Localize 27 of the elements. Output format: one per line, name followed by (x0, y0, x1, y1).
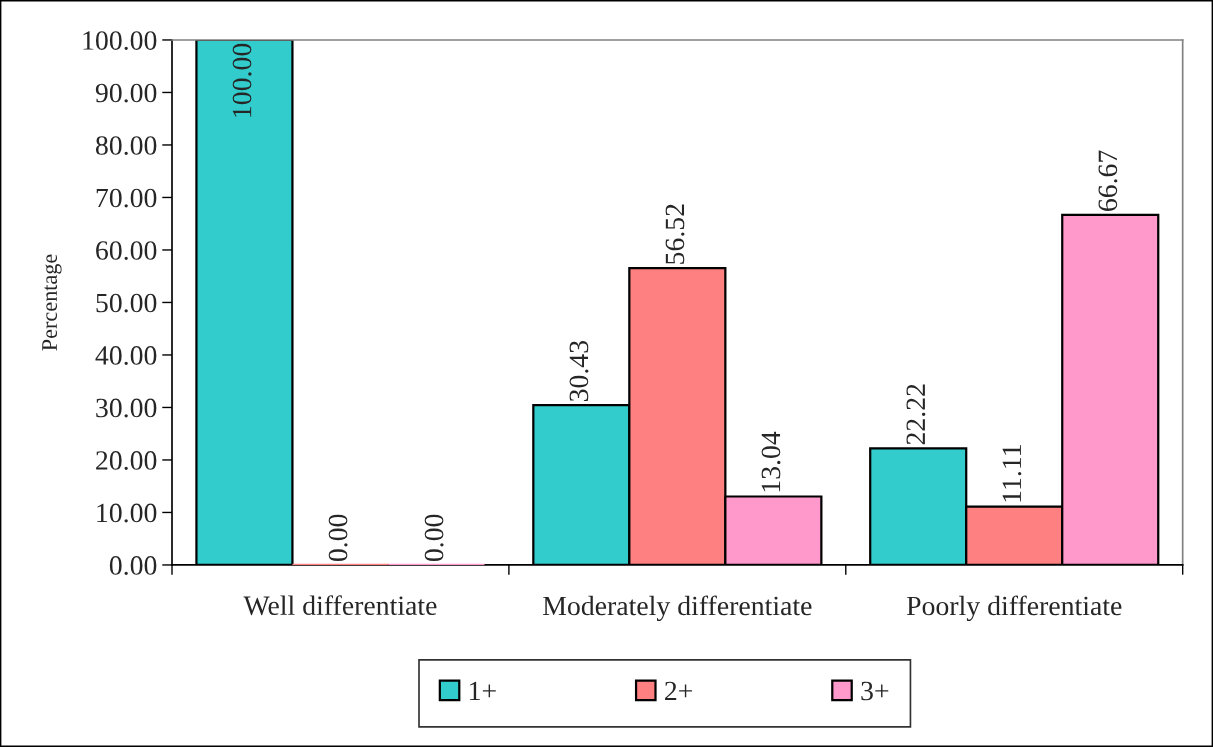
legend-label: 2+ (665, 681, 693, 701)
legend-label: 3+ (861, 681, 889, 701)
y-tick-label: 30.00 (96, 398, 157, 418)
y-tick-label: 0.00 (109, 556, 157, 575)
data-label: 0.00 (424, 514, 444, 562)
data-label: 66.67 (1098, 150, 1118, 211)
y-tick-label: 60.00 (96, 241, 157, 260)
x-tick-label: Poorly differentiate (906, 595, 1122, 622)
y-tick-label: 70.00 (96, 188, 157, 208)
data-label: 0.00 (328, 514, 348, 562)
data-label: 56.52 (665, 204, 685, 264)
y-tick-label: 50.00 (96, 293, 157, 313)
y-axis-title: Percentage (42, 254, 62, 351)
legend-label: 1+ (470, 681, 496, 701)
y-tick-label: 90.00 (95, 83, 157, 103)
y-tick-label: 20.00 (96, 451, 157, 470)
y-tick-label: 100.00 (83, 31, 157, 50)
y-tick-label: 80.00 (95, 136, 157, 155)
y-tick-label: 40.00 (95, 346, 157, 365)
data-label: 13.04 (761, 431, 781, 492)
data-label: 22.22 (906, 384, 926, 445)
x-tick-label: Well differentiate (243, 595, 437, 616)
y-tick-label: 10.00 (97, 503, 157, 523)
x-tick-label: Moderately differentiate (543, 595, 812, 622)
data-label: 30.43 (569, 341, 589, 402)
data-label: 11.11 (1002, 445, 1022, 502)
data-label: 100.00 (232, 43, 252, 117)
